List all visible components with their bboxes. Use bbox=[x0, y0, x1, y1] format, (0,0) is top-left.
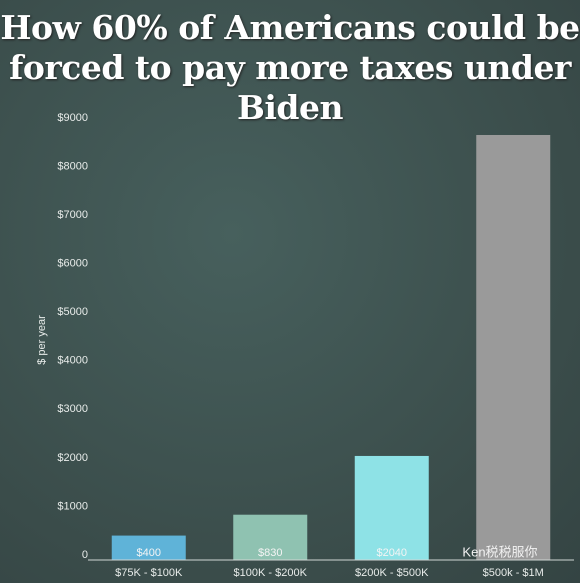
bar bbox=[233, 514, 308, 560]
x-tick-label: $75K - $100K bbox=[115, 567, 183, 579]
watermark: Ken税税服你 bbox=[462, 544, 537, 559]
y-tick-label: $1000 bbox=[57, 500, 88, 512]
y-tick-label: $2000 bbox=[57, 452, 88, 464]
y-tick-label: 0 bbox=[82, 549, 88, 561]
y-tick-label: $8000 bbox=[57, 160, 88, 172]
data-label: $830 bbox=[258, 547, 282, 559]
y-tick-label: $9000 bbox=[57, 112, 88, 124]
y-tick-label: $3000 bbox=[57, 403, 88, 415]
bar bbox=[111, 535, 186, 560]
bar bbox=[354, 455, 429, 560]
bar bbox=[476, 134, 551, 560]
x-tick-label: $500k - $1M bbox=[483, 567, 544, 579]
y-tick-label: $4000 bbox=[57, 355, 88, 367]
y-tick-label: $6000 bbox=[57, 258, 88, 270]
chart-title: How 60% of Americans could be forced to … bbox=[0, 8, 580, 127]
y-tick-label: $7000 bbox=[57, 209, 88, 221]
x-tick-label: $100K - $200K bbox=[234, 567, 308, 579]
y-tick-label: $5000 bbox=[57, 306, 88, 318]
data-label: $2040 bbox=[376, 547, 407, 559]
data-label: $400 bbox=[137, 547, 161, 559]
x-tick-label: $200K - $500K bbox=[355, 567, 429, 579]
y-axis-label: $ per year bbox=[36, 315, 48, 365]
